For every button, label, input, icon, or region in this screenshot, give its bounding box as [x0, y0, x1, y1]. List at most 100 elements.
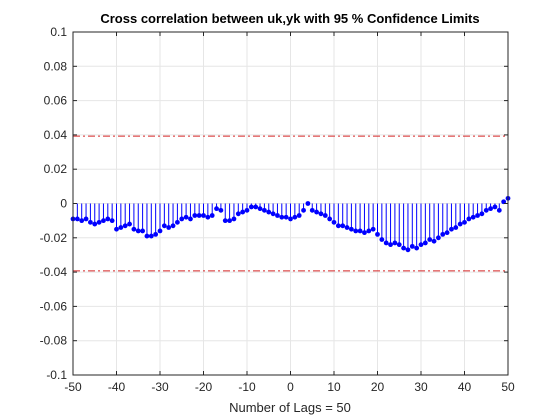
stem-marker — [283, 214, 289, 220]
stem-point — [92, 203, 98, 227]
stem-point — [153, 203, 159, 237]
stem-marker — [122, 223, 128, 229]
stem-point — [470, 203, 476, 220]
stem-point — [283, 203, 289, 220]
y-tick-label: -0.06 — [40, 299, 68, 313]
stem-point — [357, 203, 363, 234]
stem-marker — [183, 214, 189, 220]
stem-marker — [196, 213, 202, 218]
stem-marker — [131, 226, 137, 232]
stem-point — [344, 203, 350, 230]
stem-marker — [357, 228, 363, 234]
stem-point — [192, 203, 198, 218]
stem-marker — [205, 214, 211, 220]
stem-marker — [218, 207, 224, 213]
stem-marker — [453, 225, 459, 230]
stem-marker — [161, 223, 167, 229]
stem-marker — [140, 228, 146, 234]
x-tick-label: -50 — [64, 380, 82, 394]
stem-point — [292, 203, 298, 220]
stem-marker — [418, 242, 424, 248]
stem-point — [414, 203, 420, 251]
stem-point — [248, 203, 254, 210]
stem-point — [296, 203, 302, 218]
stem-marker — [375, 231, 380, 237]
stem-point — [314, 203, 319, 215]
stem-marker — [401, 245, 406, 251]
stem-point — [188, 203, 193, 222]
stem-marker — [431, 238, 437, 244]
stem-marker — [153, 231, 159, 237]
stem-marker — [79, 218, 85, 224]
stem-point — [161, 203, 167, 229]
stem-point — [318, 203, 324, 217]
stem-point — [396, 203, 402, 248]
stem-point — [88, 203, 93, 225]
stem-point — [127, 203, 132, 227]
stem-marker — [427, 237, 433, 242]
x-tick-label: 0 — [287, 380, 294, 394]
y-tick-label: -0.04 — [40, 265, 68, 279]
stem-point — [118, 203, 124, 230]
stem-marker — [314, 209, 319, 215]
y-tick-label: 0.02 — [44, 162, 68, 176]
stem-point — [405, 203, 411, 253]
stem-marker — [362, 230, 367, 236]
stem-point — [440, 203, 446, 237]
stem-point — [401, 203, 406, 251]
stem-point — [96, 203, 102, 225]
stem-point — [262, 203, 267, 213]
stem-marker — [405, 247, 411, 253]
stem-marker — [457, 221, 463, 227]
stem-marker — [396, 242, 402, 248]
stem-point — [244, 203, 250, 213]
stem-point — [227, 203, 233, 224]
stem-point — [231, 203, 237, 222]
stem-point — [431, 203, 437, 244]
stem-point — [122, 203, 128, 229]
stem-marker — [101, 218, 106, 224]
stem-marker — [201, 213, 206, 218]
stem-marker — [114, 226, 119, 232]
x-tick-label: 40 — [458, 380, 472, 394]
stem-point — [148, 203, 154, 239]
stem-marker — [166, 225, 172, 230]
stem-marker — [331, 219, 337, 225]
stem-marker — [436, 235, 441, 241]
stem-marker — [74, 216, 80, 222]
y-axis-ticks: -0.1 -0.08 -0.06 -0.04 -0.02 0 0.02 0.04 0.06 0.0… — [40, 25, 508, 382]
stem-marker — [240, 209, 246, 215]
stem-marker — [135, 228, 141, 234]
x-tick-label: 30 — [414, 380, 428, 394]
stem-marker — [322, 213, 328, 218]
stem-marker — [279, 214, 285, 220]
stem-point — [331, 203, 337, 225]
stem-marker — [175, 219, 180, 225]
stem-point — [501, 199, 507, 205]
stem-point — [140, 203, 146, 234]
stem-point — [483, 203, 489, 213]
stem-point — [492, 203, 498, 210]
stem-point — [114, 203, 119, 232]
stem-point — [101, 203, 106, 224]
stem-point — [270, 203, 276, 217]
stem-marker — [496, 207, 502, 213]
stem-marker — [444, 230, 450, 236]
stem-point — [436, 203, 441, 241]
x-tick-label: 50 — [501, 380, 515, 394]
stem-point — [179, 203, 185, 222]
x-tick-label: -30 — [151, 380, 169, 394]
stem-marker — [344, 225, 350, 230]
stem-point — [444, 203, 450, 236]
stem-marker — [262, 207, 267, 213]
stem-point — [462, 203, 467, 225]
stem-point — [253, 203, 259, 210]
stem-marker — [462, 219, 467, 225]
y-tick-label: 0 — [60, 197, 67, 211]
x-tick-label: -40 — [108, 380, 126, 394]
x-tick-label: 20 — [371, 380, 385, 394]
stem-marker — [188, 216, 193, 222]
stem-marker — [266, 209, 272, 215]
stem-point — [309, 203, 315, 213]
stem-point — [235, 203, 241, 217]
